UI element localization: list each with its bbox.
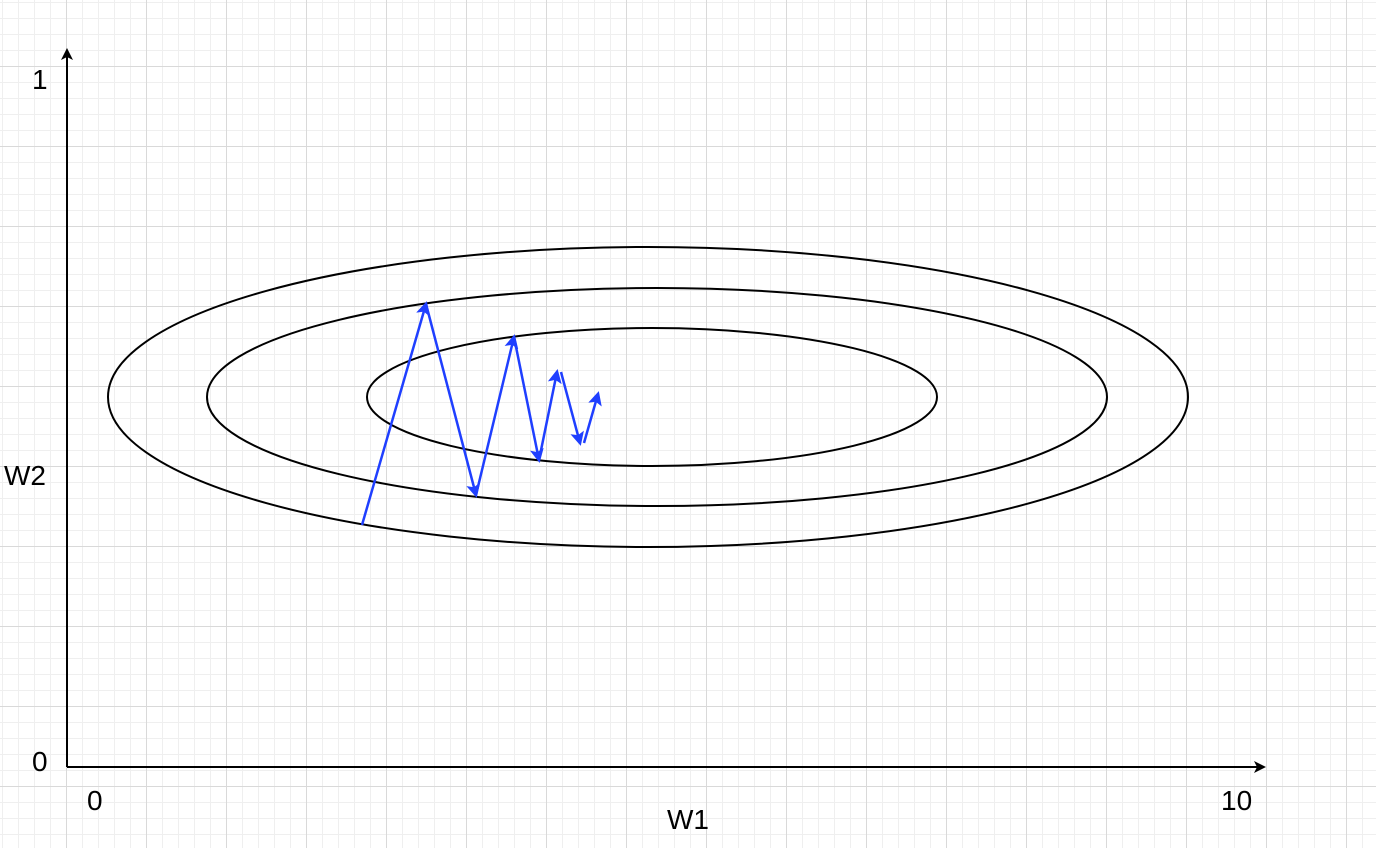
descent-step-arrow [559, 371, 584, 446]
y-axis-label: W2 [4, 460, 46, 491]
descent-step-arrow [537, 369, 562, 461]
y-tick-max: 1 [32, 64, 48, 95]
descent-step-arrow [512, 336, 544, 463]
descent-path [360, 301, 602, 526]
x-axis-label: W1 [667, 804, 709, 835]
descent-step-arrow [424, 303, 480, 498]
contour-middle [206, 287, 1108, 507]
descent-step-arrow [360, 301, 430, 526]
descent-step-arrow [582, 391, 602, 444]
descent-step-arrow [474, 334, 519, 496]
x-tick-max: 10 [1221, 785, 1253, 816]
contour-outer [107, 246, 1189, 548]
contour-inner [366, 327, 938, 467]
y-tick-min: 0 [32, 746, 48, 777]
x-tick-min: 0 [87, 785, 103, 816]
